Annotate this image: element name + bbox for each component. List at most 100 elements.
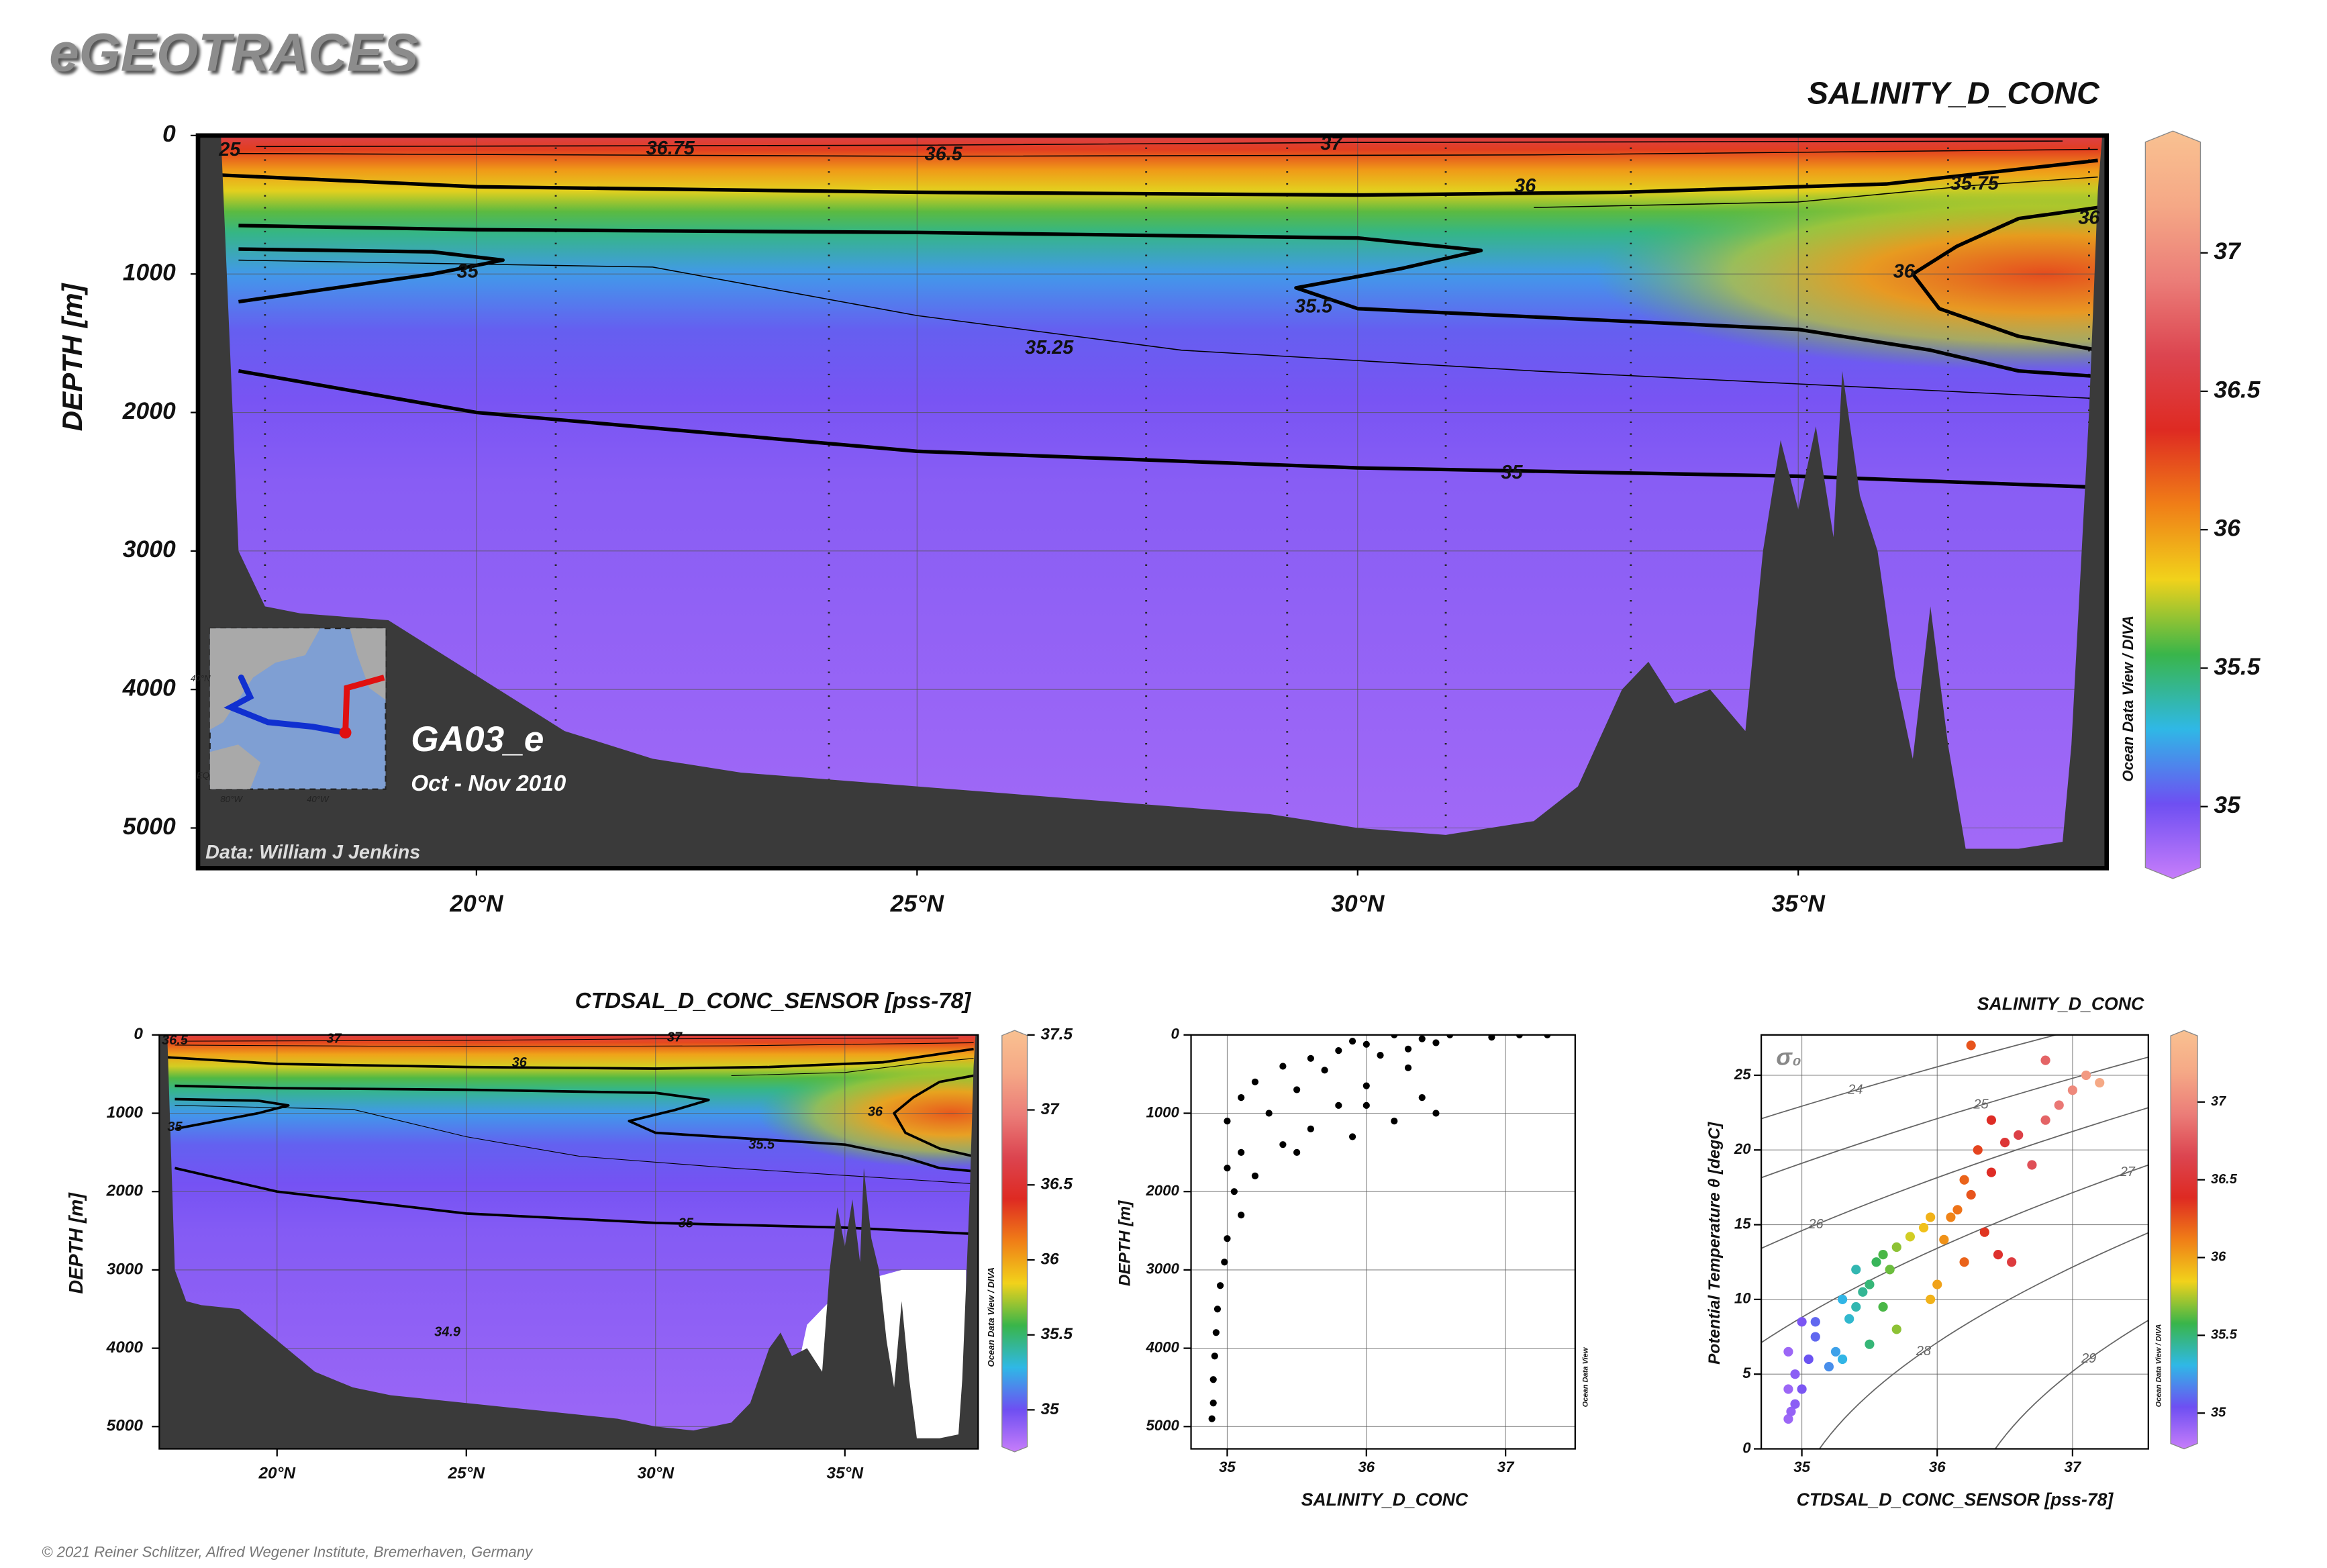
colorbar-tick-label: 37.5 — [1041, 1025, 1073, 1043]
inset-track — [224, 674, 349, 736]
point — [1432, 1110, 1440, 1117]
point — [2067, 1085, 2077, 1095]
point — [1224, 1235, 1231, 1242]
point — [1418, 1035, 1426, 1042]
plot-area — [198, 135, 2107, 869]
point — [1932, 1279, 1942, 1289]
contour-label: 35 — [167, 1120, 183, 1134]
density-contour — [1761, 1107, 2148, 1249]
chart-title: CTDSAL_D_CONC_SENSOR [pss-78] — [575, 989, 972, 1014]
x-tick-label: 30°N — [638, 1465, 675, 1483]
chart-title: SALINITY_D_CONC — [1808, 75, 2100, 110]
plot-area — [159, 1034, 979, 1449]
y-tick-label: 20 — [1734, 1140, 1751, 1157]
density-contour — [1761, 1034, 2059, 1120]
contour — [175, 1105, 974, 1185]
x-axis-label: CTDSAL_D_CONC_SENSOR [pss-78] — [1797, 1489, 2114, 1510]
x-tick-label: 37 — [2065, 1459, 2082, 1475]
chart-title: SALINITY_D_CONC — [1977, 993, 2144, 1014]
point — [1488, 1034, 1495, 1041]
point — [1335, 1047, 1342, 1055]
point — [1404, 1045, 1412, 1052]
bathymetry — [159, 1034, 979, 1449]
point — [1230, 1188, 1238, 1195]
x-tick-label: 35 — [1219, 1459, 1236, 1475]
x-tick-label: 36 — [1358, 1459, 1375, 1475]
point — [1251, 1172, 1259, 1179]
colorbar-tick-label: 35.5 — [1041, 1325, 1073, 1343]
point — [1946, 1212, 1956, 1222]
point — [1216, 1282, 1224, 1289]
contour-label: 35 — [457, 261, 479, 283]
contour — [175, 1084, 974, 1173]
y-tick-label: 5000 — [123, 813, 176, 840]
contour-label: 36 — [1514, 175, 1536, 197]
y-tick-label: 4000 — [1145, 1338, 1179, 1355]
point — [1214, 1306, 1222, 1313]
point — [1865, 1279, 1875, 1289]
density-contour — [1819, 1232, 2148, 1449]
map-label: 80°W — [220, 794, 243, 804]
y-tick-label: 15 — [1734, 1215, 1751, 1232]
colorbar-tick-label: 35.5 — [2211, 1328, 2238, 1342]
point — [1891, 1324, 1901, 1334]
contour-label: 36 — [868, 1105, 883, 1120]
point — [1837, 1354, 1848, 1365]
contour — [238, 259, 2098, 399]
colorbar-tick-label: 36 — [2214, 515, 2240, 542]
density-contour-label: 25 — [1973, 1097, 1989, 1112]
point — [1391, 1034, 1398, 1038]
colorbar — [1001, 1030, 1028, 1453]
point — [1786, 1406, 1796, 1416]
point — [1212, 1329, 1220, 1336]
point — [1446, 1034, 1454, 1038]
x-tick-label: 20°N — [258, 1465, 297, 1483]
plot-frame — [195, 133, 2110, 871]
dates-label: Oct - Nov 2010 — [411, 771, 566, 796]
y-tick-label: 25 — [1734, 1066, 1751, 1083]
x-tick-label: 20°N — [449, 890, 504, 917]
colorbar-tick-label: 35 — [2214, 791, 2241, 818]
contour-label: 35 — [679, 1216, 694, 1230]
colorbar-tick-label: 37 — [1041, 1100, 1060, 1118]
point — [1348, 1133, 1356, 1140]
point — [1865, 1339, 1875, 1349]
density-contour-label: 27 — [2120, 1165, 2136, 1179]
y-tick-label: 2000 — [122, 397, 176, 424]
contour-label: 36 — [512, 1055, 528, 1070]
point — [1790, 1369, 1800, 1379]
software-label: Ocean Data View / DIVA — [2120, 616, 2136, 782]
y-tick-label: 4000 — [106, 1338, 144, 1357]
point — [1986, 1115, 1997, 1125]
contour — [175, 1097, 290, 1130]
point — [1335, 1101, 1342, 1109]
software-label: Ocean Data View / DIVA — [2155, 1324, 2163, 1408]
point — [2040, 1055, 2050, 1065]
plot-area — [1191, 1034, 1575, 1449]
y-tick-label: 2000 — [106, 1182, 144, 1200]
point — [1348, 1038, 1356, 1045]
point — [1404, 1064, 1412, 1071]
y-tick-label: 3000 — [107, 1260, 144, 1278]
point — [2040, 1115, 2050, 1125]
y-tick-label: 5000 — [1146, 1417, 1179, 1434]
x-tick-label: 25°N — [448, 1465, 486, 1483]
y-tick-label: 4000 — [122, 675, 176, 701]
density-contour — [1761, 1056, 2148, 1179]
point — [1293, 1148, 1301, 1156]
y-tick-label: 5000 — [107, 1417, 144, 1435]
y-axis-label: DEPTH [m] — [1116, 1200, 1134, 1286]
point — [1926, 1294, 1936, 1304]
x-tick-label: 35°N — [827, 1465, 864, 1483]
point — [1238, 1148, 1245, 1156]
contour — [256, 140, 2063, 148]
y-tick-label: 5 — [1742, 1365, 1751, 1381]
plot-frame — [1760, 1034, 2149, 1450]
inset-track — [342, 675, 385, 733]
point — [1363, 1101, 1370, 1109]
plot-frame — [1190, 1034, 1576, 1450]
software-label: Ocean Data View — [1581, 1346, 1589, 1407]
x-tick-label: 30°N — [1331, 890, 1385, 917]
cruise-label: GA03_e — [411, 720, 544, 759]
point — [1377, 1052, 1384, 1059]
